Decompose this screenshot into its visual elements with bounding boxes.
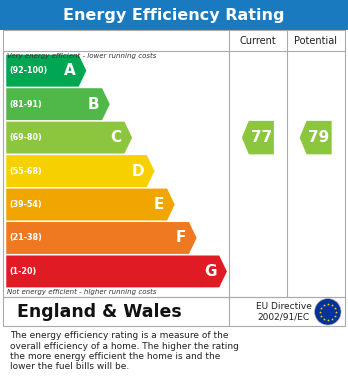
Text: Very energy efficient - lower running costs: Very energy efficient - lower running co… bbox=[7, 52, 156, 59]
Bar bbox=[0, 0, 348, 30]
Text: England & Wales: England & Wales bbox=[17, 303, 182, 321]
Polygon shape bbox=[6, 255, 227, 287]
Text: F: F bbox=[176, 230, 186, 246]
Text: (92-100): (92-100) bbox=[10, 66, 48, 75]
Text: Not energy efficient - higher running costs: Not energy efficient - higher running co… bbox=[7, 289, 157, 295]
Text: (1-20): (1-20) bbox=[10, 267, 37, 276]
Text: 79: 79 bbox=[308, 130, 330, 145]
Polygon shape bbox=[6, 55, 86, 87]
Polygon shape bbox=[6, 222, 197, 254]
Polygon shape bbox=[6, 155, 155, 187]
Text: The energy efficiency rating is a measure of the
overall efficiency of a home. T: The energy efficiency rating is a measur… bbox=[10, 331, 239, 371]
Text: (21-38): (21-38) bbox=[10, 233, 42, 242]
Bar bbox=[3, 297, 345, 326]
Text: 77: 77 bbox=[251, 130, 272, 145]
Polygon shape bbox=[242, 121, 274, 154]
Text: B: B bbox=[88, 97, 99, 112]
Text: (81-91): (81-91) bbox=[10, 100, 42, 109]
Text: G: G bbox=[204, 264, 216, 279]
Text: A: A bbox=[64, 63, 76, 78]
Text: EU Directive
2002/91/EC: EU Directive 2002/91/EC bbox=[256, 302, 311, 321]
Polygon shape bbox=[6, 188, 175, 221]
Polygon shape bbox=[300, 121, 332, 154]
Text: (39-54): (39-54) bbox=[10, 200, 42, 209]
Text: (55-68): (55-68) bbox=[10, 167, 42, 176]
Text: E: E bbox=[154, 197, 164, 212]
Text: D: D bbox=[132, 163, 144, 179]
Bar bbox=[3, 30, 345, 297]
Text: Current: Current bbox=[239, 36, 276, 46]
Text: Energy Efficiency Rating: Energy Efficiency Rating bbox=[63, 8, 285, 23]
Polygon shape bbox=[6, 122, 132, 154]
Text: (69-80): (69-80) bbox=[10, 133, 42, 142]
Polygon shape bbox=[6, 88, 110, 120]
Text: C: C bbox=[111, 130, 122, 145]
Text: Potential: Potential bbox=[294, 36, 337, 46]
Ellipse shape bbox=[315, 299, 341, 325]
